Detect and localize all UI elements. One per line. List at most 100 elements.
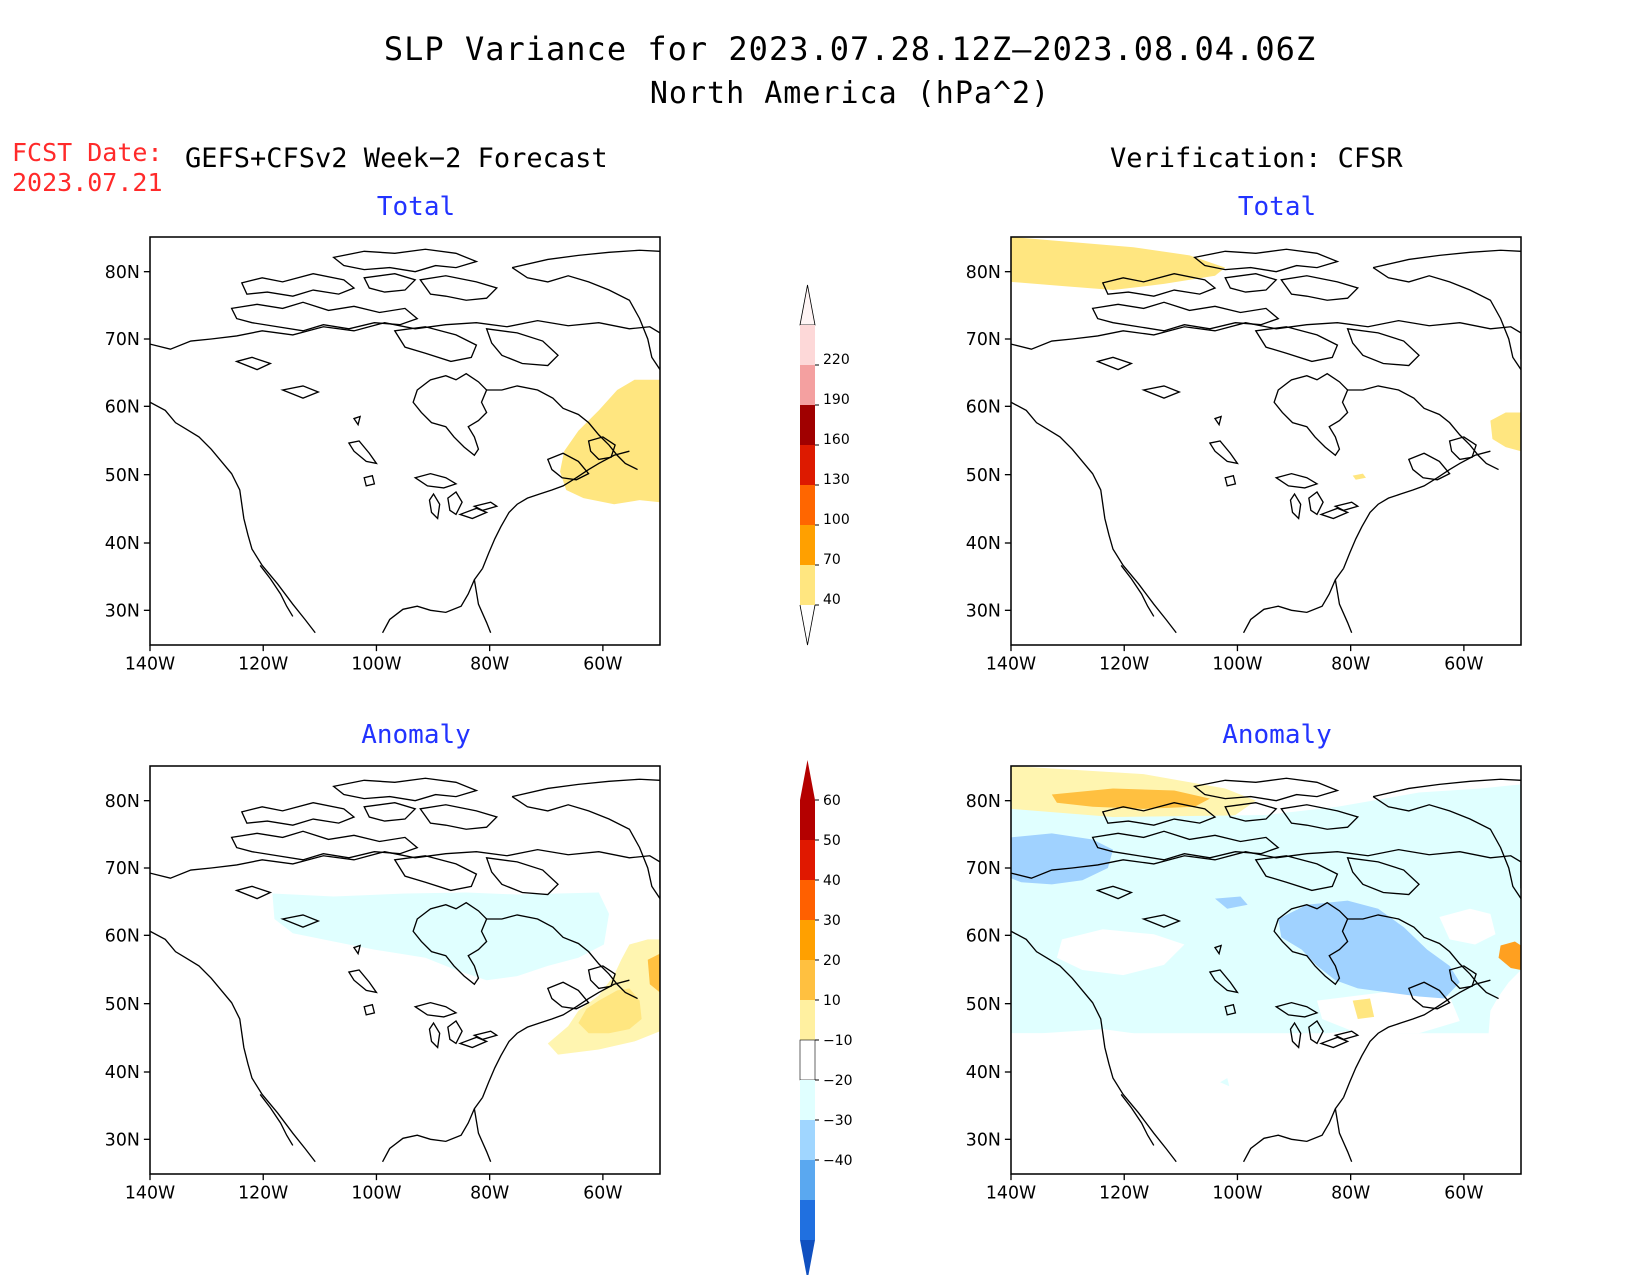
lon-tick-label: 140W <box>986 1183 1036 1203</box>
colorbar-segment <box>800 525 815 565</box>
colorbar-segment <box>800 565 815 605</box>
shaded-region <box>1011 833 1113 885</box>
map-frame <box>149 765 661 1175</box>
lat-tick-label: 80N <box>966 792 1001 812</box>
chart-subtitle: North America (hPa^2) <box>649 76 1051 111</box>
map-panel-tr: 80N 70N 60N 50N 40N 30N 140W 120W 100W 80W 60W <box>966 236 1522 674</box>
colorbar-label: −40 <box>823 1153 853 1169</box>
forecast-date-label: FCST Date: <box>12 138 163 167</box>
lon-tick-label: 100W <box>351 1183 401 1203</box>
lat-tick-label: 80N <box>966 263 1001 283</box>
lon-tick-label: 80W <box>1331 1183 1370 1203</box>
lon-tick-label: 140W <box>125 1183 175 1203</box>
lat-tick-label: 40N <box>105 1063 140 1083</box>
lat-tick-label: 60N <box>105 397 140 417</box>
shaded-region <box>647 953 660 993</box>
panel-title-top-right: Total <box>1237 192 1317 222</box>
lon-tick-label: 120W <box>238 1183 288 1203</box>
panel-title-bottom-right: Anomaly <box>1222 720 1332 750</box>
lat-tick-label: 70N <box>105 859 140 879</box>
shaded-region <box>1011 1033 1521 1174</box>
lat-tick-label: 80N <box>105 263 140 283</box>
panel-title-bottom-left: Anomaly <box>361 720 471 750</box>
shaded-region <box>1352 998 1375 1019</box>
lon-tick-label: 80W <box>470 654 509 674</box>
lat-tick-label: 80N <box>105 792 140 812</box>
colorbar-segment <box>800 1080 815 1120</box>
lon-tick-label: 80W <box>1331 654 1370 674</box>
colorbar-label: 10 <box>823 993 841 1009</box>
lon-tick-label: 140W <box>986 654 1036 674</box>
lat-tick-label: 30N <box>105 1130 140 1150</box>
colorbar-label: −20 <box>823 1073 853 1089</box>
colorbar-label: 20 <box>823 953 841 969</box>
shaded-region <box>1352 473 1366 480</box>
lat-tick-label: 50N <box>966 466 1001 486</box>
forecast-header: GEFS+CFSv2 Week−2 Forecast <box>185 143 608 174</box>
lat-tick-label: 60N <box>966 397 1001 417</box>
colorbar-segment <box>800 840 815 880</box>
forecast-date: FCST Date: 2023.07.21 <box>12 138 163 198</box>
lon-tick-label: 60W <box>583 654 622 674</box>
lon-tick-label: 60W <box>1444 654 1483 674</box>
colorbar-label: 190 <box>823 392 850 408</box>
colorbar-segment <box>800 960 815 1000</box>
colorbar-label: 130 <box>823 472 850 488</box>
colorbar-label: −30 <box>823 1113 853 1129</box>
colorbar-label: 220 <box>823 352 850 368</box>
map-panel-br: 80N 70N 60N 50N 40N 30N 140W 120W 100W 80W 60W <box>966 765 1522 1203</box>
shaded-region <box>1439 908 1496 945</box>
map-frame <box>1010 765 1522 1175</box>
lon-tick-label: 80W <box>470 1183 509 1203</box>
shaded-region <box>1317 990 1460 1034</box>
lat-tick-label: 70N <box>966 859 1001 879</box>
lon-tick-label: 140W <box>125 654 175 674</box>
lat-tick-label: 60N <box>966 926 1001 946</box>
panel-title-top-left: Total <box>376 192 456 222</box>
colorbar-segment <box>800 445 815 485</box>
colorbar-segment <box>800 1160 815 1200</box>
map-panel-bl: 80N 70N 60N 50N 40N 30N 140W 120W 100W 80W 60W <box>105 765 661 1203</box>
verification-header: Verification: CFSR <box>1110 143 1403 174</box>
colorbar-segment <box>800 880 815 920</box>
forecast-date-value: 2023.07.21 <box>12 168 163 197</box>
shaded-region <box>1215 896 1248 909</box>
colorbar-segment <box>800 325 815 365</box>
lat-tick-label: 70N <box>105 330 140 350</box>
shaded-region <box>1220 1078 1230 1087</box>
colorbar-top-arrow <box>799 284 816 326</box>
shaded-region <box>1278 900 1460 999</box>
colorbar-bottom-arrow <box>799 604 816 646</box>
colorbar-segment <box>800 405 815 445</box>
lon-tick-label: 120W <box>238 654 288 674</box>
lon-tick-label: 100W <box>351 654 401 674</box>
chart-title: SLP Variance for 2023.07.28.12Z—2023.08.… <box>383 30 1317 68</box>
colorbar-label: 100 <box>823 512 850 528</box>
lat-tick-label: 30N <box>105 601 140 621</box>
colorbar-label: −10 <box>823 1033 853 1049</box>
colorbar-segment <box>800 1120 815 1160</box>
colorbar-label: 50 <box>823 833 841 849</box>
colorbar-segment <box>800 1000 815 1040</box>
colorbar-segment <box>799 1039 816 1081</box>
colorbar-segment <box>800 920 815 960</box>
lon-tick-label: 120W <box>1099 1183 1149 1203</box>
lat-tick-label: 30N <box>966 1130 1001 1150</box>
lat-tick-label: 30N <box>966 601 1001 621</box>
colorbar-segment <box>800 485 815 525</box>
map-panel-tl: 80N 70N 60N 50N 40N 30N 140W 120W 100W 80W 60W <box>105 236 661 674</box>
colorbar-label: 60 <box>823 793 841 809</box>
lon-tick-label: 100W <box>1212 654 1262 674</box>
shaded-region <box>1498 941 1521 970</box>
shaded-region <box>578 988 642 1034</box>
lat-tick-label: 40N <box>966 1063 1001 1083</box>
colorbar-label: 40 <box>823 592 841 608</box>
shaded-region <box>1056 929 1185 976</box>
lat-tick-label: 50N <box>105 466 140 486</box>
lat-tick-label: 50N <box>105 995 140 1015</box>
colorbar-segment <box>800 800 815 840</box>
colorbar-segment <box>800 1200 815 1240</box>
lat-tick-label: 40N <box>966 534 1001 554</box>
total-colorbar: 220 190 160 130 100 70 40 <box>799 284 850 646</box>
